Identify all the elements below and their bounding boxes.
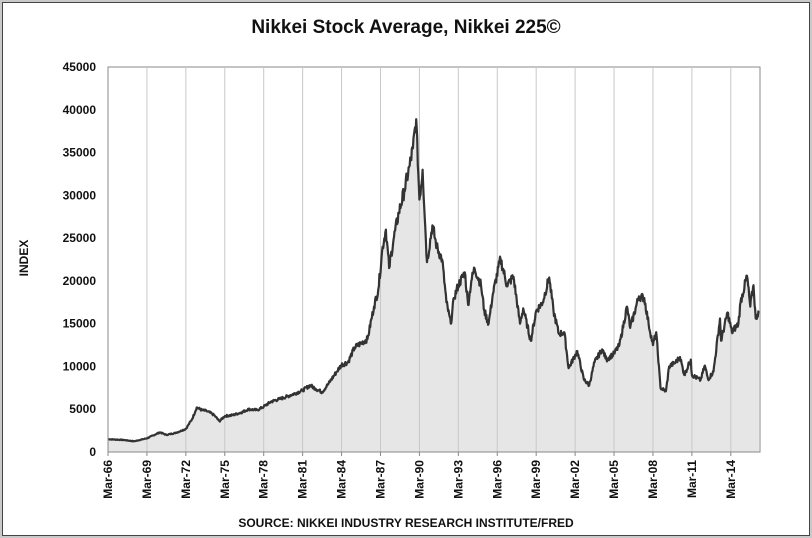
x-tick-label-8: Mar-90 — [412, 460, 426, 499]
series-line — [107, 118, 760, 443]
x-tick-label-14: Mar-08 — [646, 460, 660, 499]
x-tick-label-11: Mar-99 — [529, 460, 543, 499]
x-tick-label-5: Mar-81 — [296, 460, 310, 499]
y-tick-label-0: 0 — [89, 445, 96, 459]
x-tick-label-4: Mar-78 — [257, 460, 271, 499]
x-tick-label-9: Mar-93 — [451, 460, 465, 499]
x-tick-label-10: Mar-96 — [490, 460, 504, 499]
y-tick-label-6: 30000 — [63, 188, 97, 202]
y-tick-label-8: 40000 — [63, 103, 97, 117]
y-tick-label-1: 5000 — [69, 402, 96, 416]
x-tick-label-2: Mar-72 — [179, 460, 193, 499]
x-tick-label-0: Mar-66 — [101, 460, 115, 499]
x-tick-label-7: Mar-87 — [373, 460, 387, 499]
x-tick-label-1: Mar-69 — [140, 460, 154, 499]
y-tick-label-2: 10000 — [63, 359, 97, 373]
x-tick-label-16: Mar-14 — [724, 460, 738, 499]
x-tick-label-3: Mar-75 — [218, 460, 232, 499]
y-tick-label-4: 20000 — [63, 274, 97, 288]
y-tick-label-3: 15000 — [63, 317, 97, 331]
chart-title: Nikkei Stock Average, Nikkei 225© — [251, 17, 561, 38]
x-tick-label-13: Mar-05 — [607, 460, 621, 499]
y-tick-label-9: 45000 — [63, 60, 97, 74]
series-area-fill — [108, 119, 759, 452]
source-note: SOURCE: NIKKEI INDUSTRY RESEARCH INSTITU… — [238, 516, 574, 530]
x-tick-label-15: Mar-11 — [685, 460, 699, 498]
y-tick-label-7: 35000 — [63, 146, 97, 160]
x-tick-label-6: Mar-84 — [335, 460, 349, 499]
y-tick-label-5: 25000 — [63, 231, 97, 245]
x-tick-label-12: Mar-02 — [568, 460, 582, 499]
